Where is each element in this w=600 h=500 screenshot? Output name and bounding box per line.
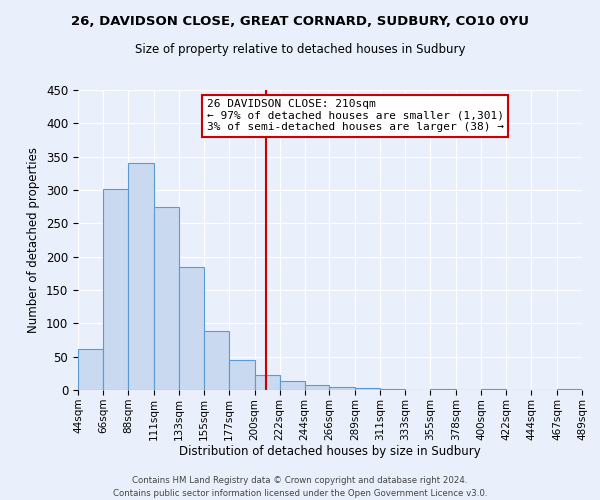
Bar: [254, 374, 280, 390]
Bar: [179, 266, 204, 390]
Text: 26 DAVIDSON CLOSE: 210sqm
← 97% of detached houses are smaller (1,301)
3% of sem: 26 DAVIDSON CLOSE: 210sqm ← 97% of detac…: [206, 99, 503, 132]
Bar: [78, 348, 103, 390]
Text: Contains HM Land Registry data © Crown copyright and database right 2024.
Contai: Contains HM Land Registry data © Crown c…: [113, 476, 487, 498]
X-axis label: Distribution of detached houses by size in Sudbury: Distribution of detached houses by size …: [179, 446, 481, 458]
Bar: [557, 388, 582, 390]
Text: 26, DAVIDSON CLOSE, GREAT CORNARD, SUDBURY, CO10 0YU: 26, DAVIDSON CLOSE, GREAT CORNARD, SUDBU…: [71, 15, 529, 28]
Bar: [154, 206, 179, 390]
Bar: [128, 164, 154, 390]
Bar: [204, 330, 229, 390]
Bar: [229, 360, 254, 390]
Bar: [430, 388, 456, 390]
Bar: [305, 384, 329, 390]
Bar: [103, 190, 128, 390]
Bar: [280, 382, 305, 390]
Y-axis label: Number of detached properties: Number of detached properties: [28, 147, 40, 333]
Bar: [355, 388, 380, 390]
Text: Size of property relative to detached houses in Sudbury: Size of property relative to detached ho…: [135, 42, 465, 56]
Bar: [329, 388, 355, 390]
